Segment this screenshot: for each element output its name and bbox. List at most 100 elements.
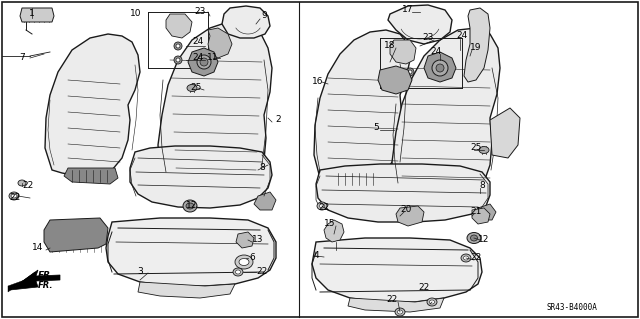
Text: 20: 20	[400, 205, 412, 214]
Polygon shape	[332, 172, 386, 188]
Polygon shape	[312, 238, 482, 302]
Text: 4: 4	[313, 251, 319, 261]
Polygon shape	[188, 48, 218, 76]
Polygon shape	[166, 14, 192, 38]
Polygon shape	[138, 282, 235, 298]
Text: FR.: FR.	[38, 280, 54, 290]
Polygon shape	[324, 220, 344, 242]
Polygon shape	[224, 16, 248, 22]
Polygon shape	[392, 28, 500, 202]
Ellipse shape	[470, 235, 477, 241]
Text: 22: 22	[419, 284, 429, 293]
Polygon shape	[44, 218, 108, 252]
Ellipse shape	[463, 256, 468, 260]
Ellipse shape	[395, 308, 405, 316]
Ellipse shape	[18, 180, 26, 186]
Text: SR43-B4000A: SR43-B4000A	[547, 303, 597, 313]
Text: 21: 21	[470, 207, 482, 217]
Ellipse shape	[319, 204, 324, 208]
Text: 3: 3	[137, 268, 143, 277]
Ellipse shape	[317, 202, 327, 210]
Polygon shape	[64, 168, 118, 184]
Ellipse shape	[239, 258, 249, 265]
Text: 12: 12	[186, 201, 198, 210]
Polygon shape	[45, 34, 140, 176]
Text: 23: 23	[422, 33, 434, 42]
Text: 12: 12	[478, 235, 490, 244]
Text: 18: 18	[384, 41, 396, 50]
Polygon shape	[490, 108, 520, 158]
Polygon shape	[8, 272, 35, 292]
Text: 8: 8	[259, 164, 265, 173]
Polygon shape	[316, 164, 490, 222]
Ellipse shape	[174, 42, 182, 50]
Text: FR.: FR.	[38, 271, 54, 280]
Ellipse shape	[9, 192, 19, 200]
Text: 1: 1	[29, 10, 35, 19]
Text: 15: 15	[324, 219, 336, 228]
Polygon shape	[474, 204, 496, 220]
Polygon shape	[396, 206, 424, 226]
Polygon shape	[464, 8, 490, 82]
Polygon shape	[348, 298, 444, 312]
Ellipse shape	[176, 58, 180, 62]
Text: 22: 22	[470, 254, 482, 263]
Text: 17: 17	[403, 5, 413, 14]
Ellipse shape	[236, 270, 241, 274]
Ellipse shape	[186, 203, 194, 209]
Polygon shape	[472, 208, 490, 224]
Polygon shape	[222, 6, 270, 38]
Ellipse shape	[200, 58, 208, 66]
Polygon shape	[158, 22, 272, 194]
Text: 5: 5	[373, 123, 379, 132]
Polygon shape	[378, 66, 412, 94]
Ellipse shape	[397, 310, 403, 314]
Text: 24: 24	[456, 32, 468, 41]
Text: 23: 23	[195, 8, 205, 17]
Ellipse shape	[406, 68, 414, 76]
Text: 22: 22	[257, 268, 268, 277]
Ellipse shape	[187, 85, 197, 92]
Ellipse shape	[427, 298, 437, 306]
Text: 9: 9	[261, 11, 267, 20]
Text: 25: 25	[470, 144, 482, 152]
Polygon shape	[388, 5, 452, 44]
Text: 10: 10	[131, 10, 141, 19]
Polygon shape	[236, 232, 254, 248]
Polygon shape	[254, 192, 276, 210]
Ellipse shape	[197, 55, 211, 69]
Polygon shape	[208, 28, 232, 58]
Polygon shape	[424, 52, 456, 82]
Ellipse shape	[461, 254, 471, 262]
Text: 6: 6	[249, 254, 255, 263]
Text: 22: 22	[318, 204, 330, 212]
Ellipse shape	[174, 56, 182, 64]
Ellipse shape	[429, 300, 435, 304]
Ellipse shape	[235, 255, 253, 269]
Ellipse shape	[436, 64, 444, 72]
Ellipse shape	[183, 200, 197, 212]
Polygon shape	[168, 184, 256, 196]
Text: 8: 8	[479, 182, 485, 190]
Polygon shape	[20, 8, 54, 22]
Ellipse shape	[176, 44, 180, 48]
Text: 24: 24	[193, 38, 204, 47]
Text: 13: 13	[252, 235, 264, 244]
Text: 22: 22	[22, 181, 34, 189]
Text: 25: 25	[190, 84, 202, 93]
Ellipse shape	[479, 146, 489, 153]
Polygon shape	[106, 218, 276, 286]
Ellipse shape	[408, 70, 412, 74]
Text: 14: 14	[32, 243, 44, 253]
Text: 24: 24	[430, 48, 442, 56]
Text: 7: 7	[19, 54, 25, 63]
Polygon shape	[408, 192, 478, 206]
Polygon shape	[10, 270, 60, 290]
Text: 22: 22	[10, 194, 20, 203]
Text: 11: 11	[207, 54, 219, 63]
Polygon shape	[314, 30, 410, 184]
Ellipse shape	[432, 60, 448, 76]
Polygon shape	[390, 40, 416, 64]
Ellipse shape	[233, 268, 243, 276]
Text: 19: 19	[470, 43, 482, 53]
